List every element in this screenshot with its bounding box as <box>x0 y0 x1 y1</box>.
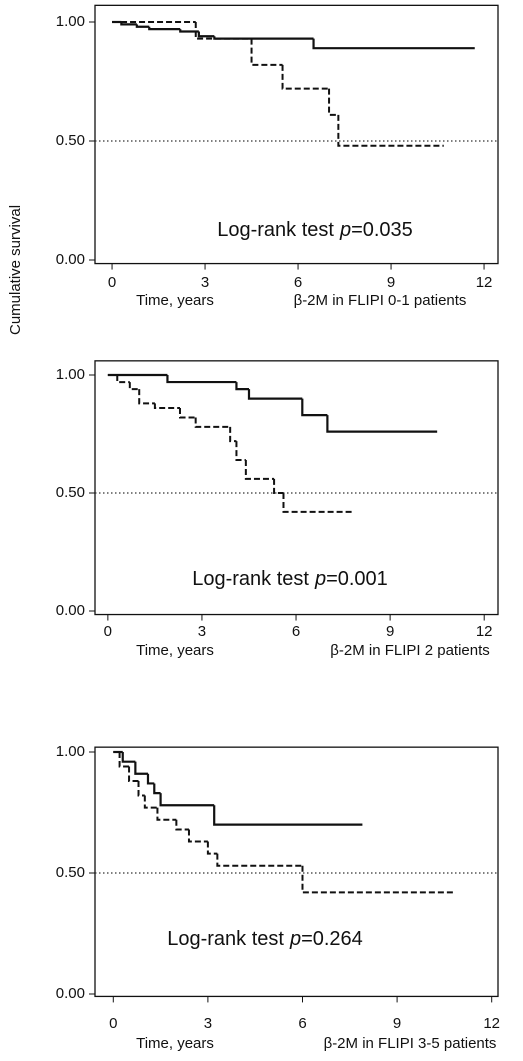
plot-frame <box>94 746 499 998</box>
x-tick-label: 3 <box>201 274 209 291</box>
survival-step <box>194 22 252 40</box>
x-tick-label: 0 <box>104 623 112 640</box>
y-tick-label: 0.00 <box>56 602 85 619</box>
survival-step <box>312 38 475 50</box>
survival-step <box>134 761 148 775</box>
x-tick-label: 9 <box>387 274 395 291</box>
survival-step <box>213 805 363 826</box>
x-tick-label: 3 <box>204 1015 212 1032</box>
survival-step <box>281 64 330 90</box>
survival-step <box>143 795 158 809</box>
annotation-text: Log-rank test <box>167 928 284 950</box>
survival-step <box>337 114 444 147</box>
y-tick-label: 0.00 <box>56 985 85 1002</box>
survival-step <box>206 841 218 855</box>
y-tick-label: 0.50 <box>56 484 85 501</box>
subtitle: β-2M in FLIPI 0-1 patients <box>294 292 467 309</box>
x-tick-label: 12 <box>483 1015 500 1032</box>
x-tick-label: 9 <box>393 1015 401 1032</box>
x-tick-label: 0 <box>108 274 116 291</box>
x-axis-label: Time, years <box>136 1035 214 1052</box>
x-tick-label: 9 <box>386 623 394 640</box>
survival-step <box>128 382 140 391</box>
x-tick-label: 6 <box>298 1015 306 1032</box>
annotation-p: p <box>289 928 301 950</box>
y-tick-label: 0.50 <box>56 864 85 881</box>
survival-step <box>159 793 215 807</box>
survival-step <box>175 819 189 831</box>
annotation: Log-rank test p=0.264 <box>167 928 363 950</box>
survival-step <box>213 36 314 40</box>
annotation-value: =0.001 <box>326 568 388 590</box>
survival-step <box>148 26 181 31</box>
survival-step <box>229 426 237 443</box>
survival-step <box>194 417 231 428</box>
survival-step <box>273 478 284 494</box>
annotation-text: Log-rank test <box>192 568 309 590</box>
x-tick-label: 12 <box>476 623 493 640</box>
annotation-p: p <box>314 568 326 590</box>
y-tick-label: 1.00 <box>56 366 85 383</box>
annotation-value: =0.035 <box>351 219 413 241</box>
survival-step <box>138 389 155 405</box>
survival-step <box>166 375 237 384</box>
survival-step <box>153 783 161 795</box>
x-tick-label: 3 <box>198 623 206 640</box>
x-tick-label: 6 <box>292 623 300 640</box>
annotation: Log-rank test p=0.035 <box>217 219 413 241</box>
subtitle: β-2M in FLIPI 2 patients <box>330 642 490 659</box>
survival-step <box>301 865 454 894</box>
x-tick-label: 6 <box>294 274 302 291</box>
x-tick-label: 0 <box>109 1015 117 1032</box>
subtitle: β-2M in FLIPI 3-5 patients <box>324 1035 497 1052</box>
survival-step <box>118 752 130 768</box>
survival-step <box>156 807 177 821</box>
y-tick-label: 1.00 <box>56 743 85 760</box>
survival-step <box>301 398 328 417</box>
survival-step <box>326 415 438 433</box>
plot-frame <box>94 4 499 265</box>
survival-step <box>116 375 130 384</box>
survival-step <box>121 752 136 763</box>
survival-step <box>146 773 155 785</box>
survival-step <box>137 781 145 797</box>
y-tick-label: 0.50 <box>56 132 85 149</box>
annotation-p: p <box>339 219 351 241</box>
y-tick-label: 1.00 <box>56 13 85 30</box>
survival-step <box>179 29 199 33</box>
x-axis-label: Time, years <box>136 642 214 659</box>
annotation-text: Log-rank test <box>217 219 334 241</box>
survival-step <box>187 829 208 843</box>
survival-step <box>197 31 215 38</box>
y-tick-label: 0.00 <box>56 251 85 268</box>
survival-step <box>328 88 339 116</box>
survival-step <box>153 403 180 410</box>
survival-step <box>235 441 246 461</box>
y-axis-label: Cumulative survival <box>7 205 24 335</box>
x-tick-label: 12 <box>476 274 493 291</box>
survival-step <box>216 853 303 867</box>
annotation-value: =0.264 <box>301 928 363 950</box>
survival-step <box>244 459 275 480</box>
survival-step <box>235 382 249 391</box>
survival-step <box>178 408 196 419</box>
survival-step <box>250 38 283 66</box>
x-axis-label: Time, years <box>136 292 214 309</box>
survival-step <box>247 389 303 400</box>
survival-step <box>282 493 353 513</box>
survival-step <box>128 766 139 783</box>
annotation: Log-rank test p=0.001 <box>192 568 388 590</box>
survival-step <box>135 24 150 28</box>
